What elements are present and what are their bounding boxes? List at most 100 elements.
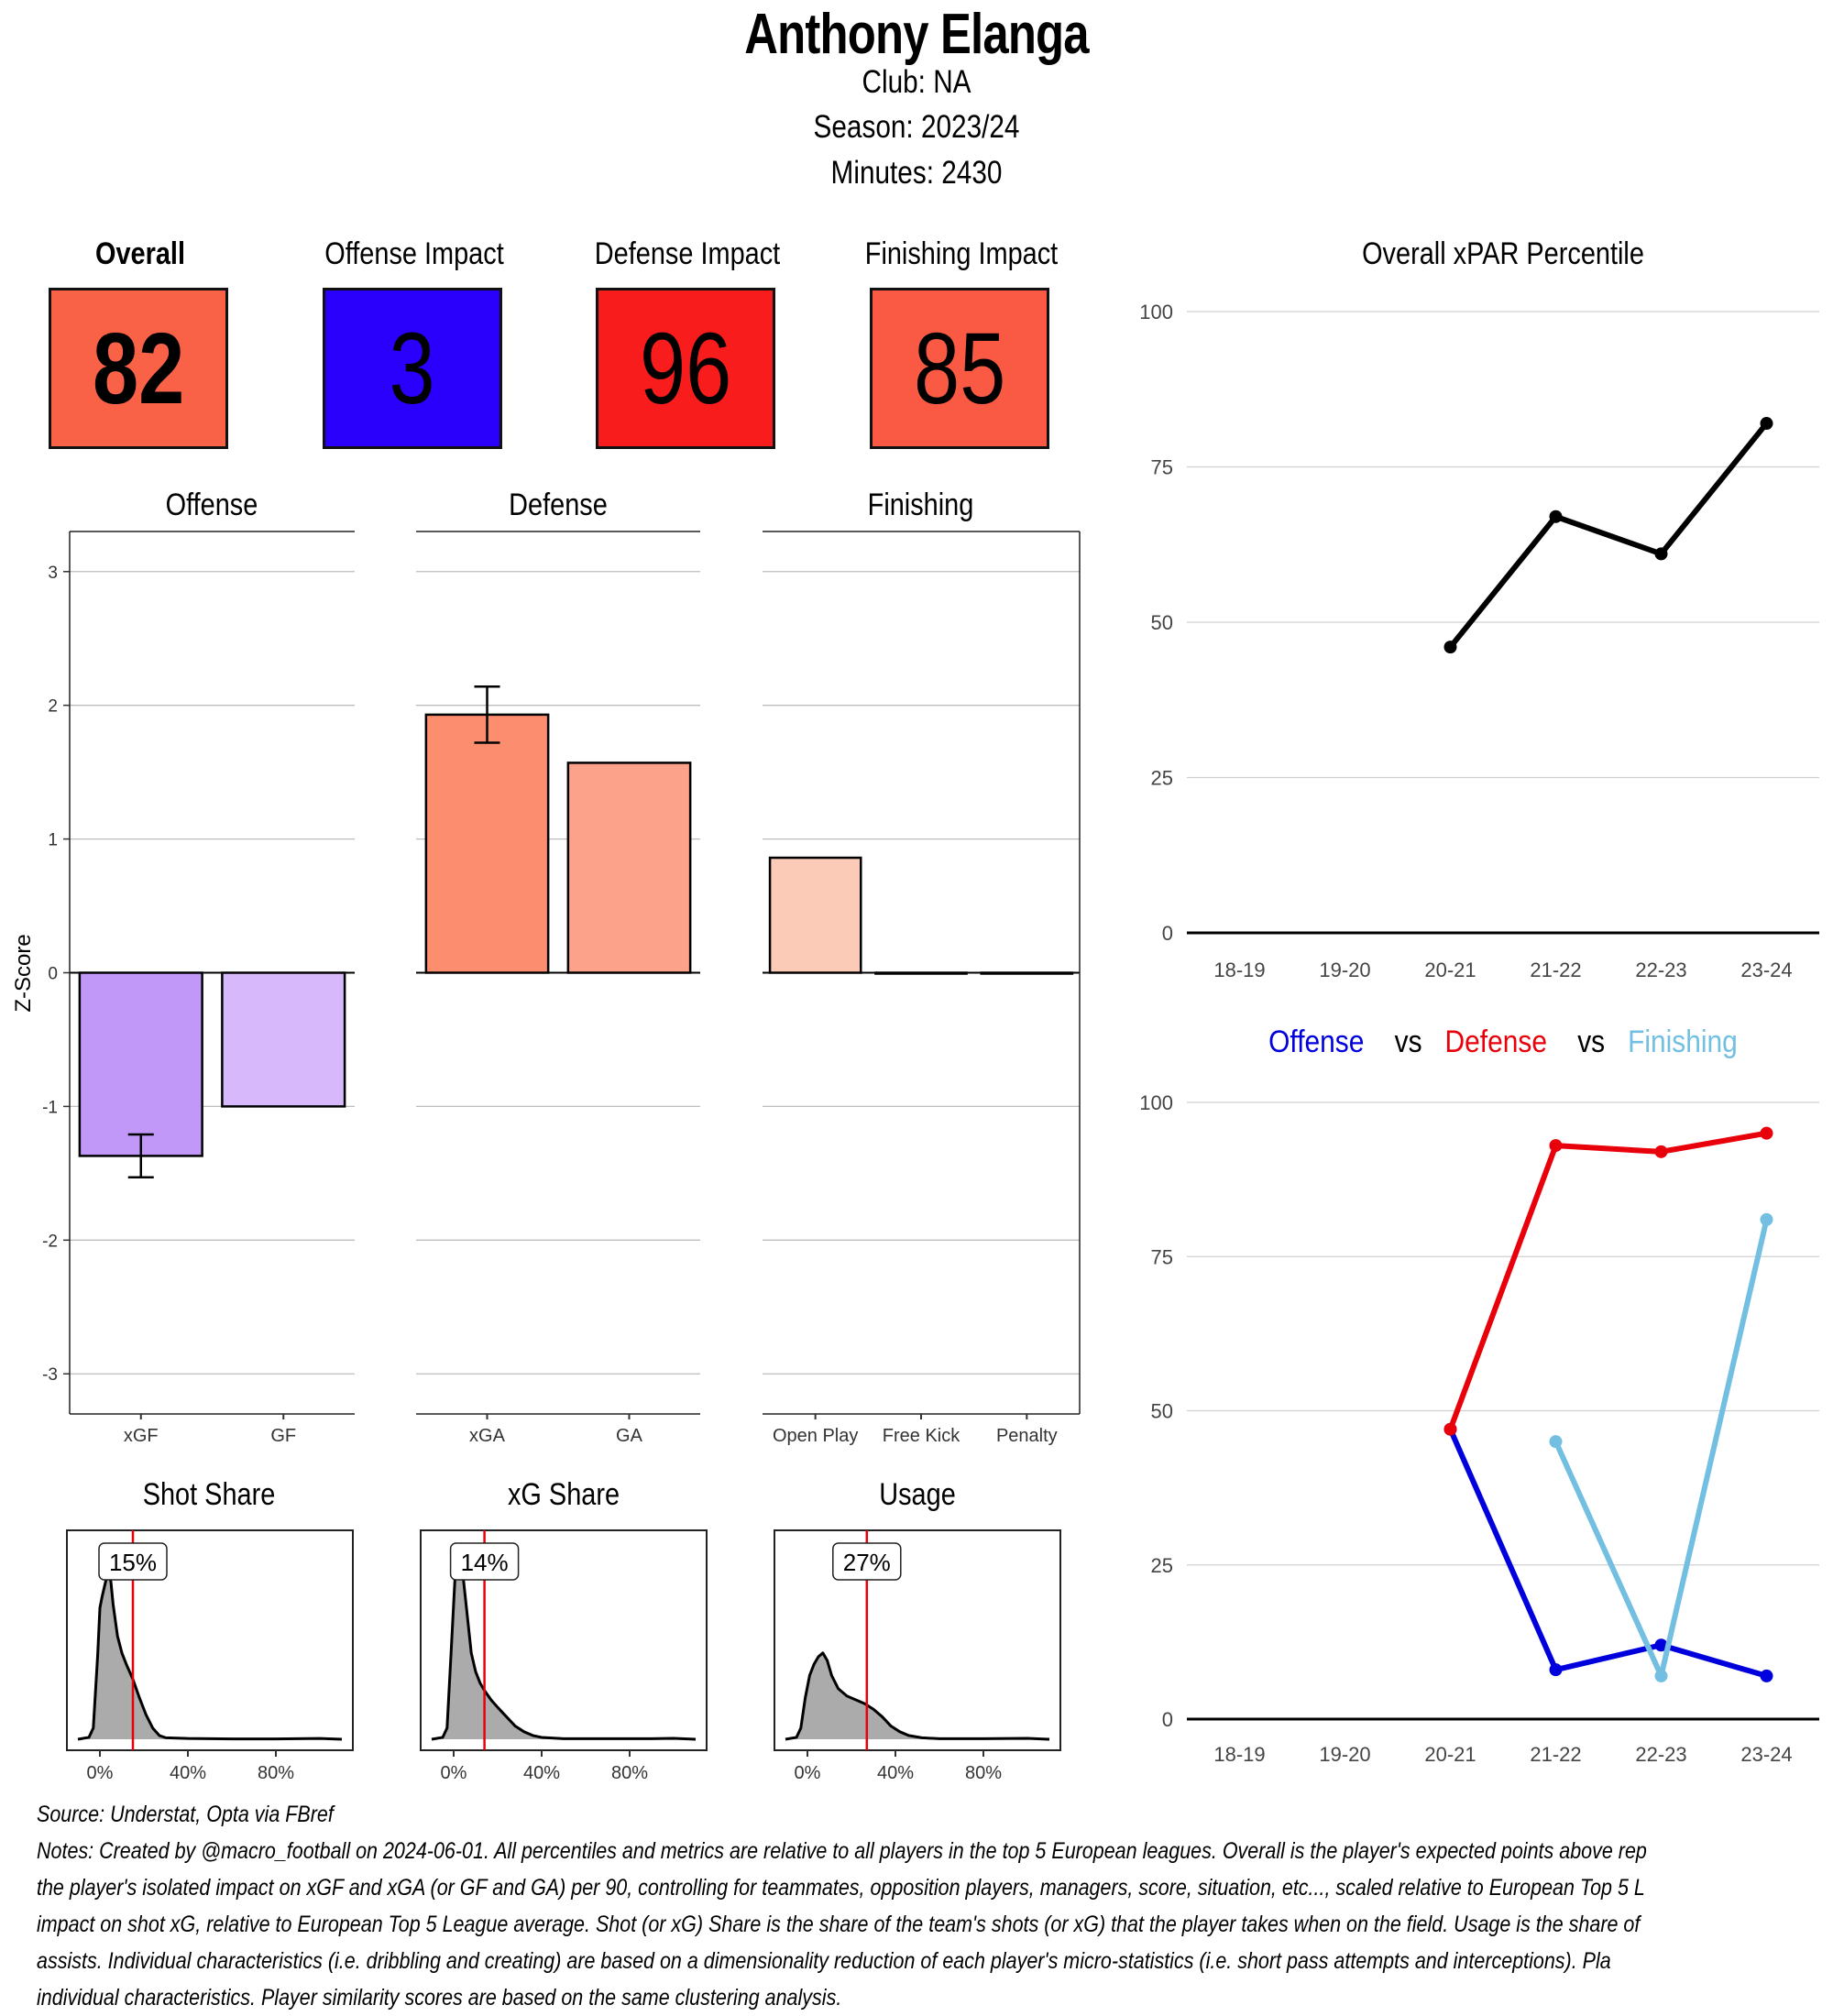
percentile-line-charts: 0 25 50 75 100 18-19 19-20 20-21 21-22 22-23 23-24… <box>1139 301 1819 1766</box>
value-label-box <box>449 1542 520 1581</box>
x-tick-label: 40% <box>877 1763 914 1783</box>
point-offense <box>1549 1663 1563 1677</box>
defense-panel-title: Defense <box>509 488 608 522</box>
x-tick-label: 19-20 <box>1319 1743 1370 1766</box>
usage-title: Usage <box>879 1477 956 1512</box>
bar-gf <box>221 971 346 1108</box>
offense-impact-card: 3 <box>323 288 502 449</box>
x-tick-label: 21-22 <box>1530 959 1581 981</box>
x-tick-label: 18-19 <box>1213 959 1265 981</box>
bar-open-play <box>768 856 862 974</box>
x-tick-label: GF <box>270 1426 296 1446</box>
series-line-finishing <box>1553 1219 1770 1679</box>
x-tick-label: 80% <box>611 1763 648 1783</box>
legend-offense: Offense <box>1268 1024 1365 1059</box>
finishing-panel-title: Finishing <box>867 488 974 522</box>
notes-line-5: individual characteristics. Player simil… <box>37 1985 842 2011</box>
offense-impact-card-title: Offense Impact <box>324 236 504 271</box>
y-tick-label: 75 <box>1151 1245 1173 1268</box>
y-tick-label: 0 <box>1162 1708 1173 1731</box>
notes-line-2: the player's isolated impact on xGF and … <box>37 1875 1645 1901</box>
legend-defense: Defense <box>1444 1024 1547 1059</box>
xg-share-title: xG Share <box>507 1477 620 1512</box>
y-tick-label: 50 <box>1151 1400 1173 1423</box>
value-label: 15% <box>109 1549 157 1576</box>
legend-finishing: Finishing <box>1628 1024 1738 1059</box>
point-defense <box>1443 1422 1457 1436</box>
notes-line-1: Notes: Created by @macro_football on 202… <box>37 1838 1647 1864</box>
minutes-line: Minutes: 2430 <box>830 155 1003 191</box>
x-tick-label: 80% <box>965 1763 1002 1783</box>
offense-impact-value: 3 <box>389 312 436 425</box>
x-tick-label: 20-21 <box>1424 1743 1476 1766</box>
x-tick-label: 40% <box>170 1763 206 1783</box>
defense-impact-value: 96 <box>639 312 732 425</box>
x-tick-label: xGF <box>124 1426 159 1446</box>
finishing-impact-value: 85 <box>913 312 1006 425</box>
x-tick-label: 40% <box>523 1763 560 1783</box>
y-tick-label: -2 <box>42 1232 58 1251</box>
y-tick-label: 0 <box>48 965 58 984</box>
y-tick-label: -1 <box>42 1098 58 1117</box>
point-defense <box>1760 1126 1773 1140</box>
y-axis-label: Z-Score <box>11 934 36 1012</box>
legend-vs-1: vs <box>1394 1024 1422 1059</box>
x-tick-label: 23-24 <box>1740 959 1792 981</box>
x-tick-label: 23-24 <box>1740 1743 1792 1766</box>
y-tick-label: 100 <box>1139 301 1173 323</box>
x-tick-label: 80% <box>258 1763 294 1783</box>
season-line: Season: 2023/24 <box>813 109 1020 145</box>
club-line: Club: NA <box>862 64 971 100</box>
overall-card-title: Overall <box>94 236 186 271</box>
offense-panel-title: Offense <box>165 488 258 522</box>
value-label-box <box>98 1542 168 1581</box>
value-label: 27% <box>843 1549 891 1576</box>
ovd-chart-title: Offense vs Defense vs Finishing <box>1221 1024 1785 1060</box>
density-curve <box>77 1572 343 1741</box>
bar-xgf <box>78 971 203 1157</box>
bar-penalty <box>980 971 1074 975</box>
series-line-overall <box>1448 422 1769 650</box>
x-tick-label: 19-20 <box>1319 959 1370 981</box>
legend-vs-2: vs <box>1577 1024 1606 1059</box>
series-line-defense <box>1447 1130 1768 1430</box>
value-label-box <box>832 1542 902 1581</box>
value-label: 14% <box>461 1549 509 1576</box>
finishing-impact-card-title: Finishing Impact <box>864 236 1059 271</box>
series-line-offense <box>1447 1428 1768 1679</box>
y-tick-label: 25 <box>1151 1554 1173 1577</box>
y-tick-label: 75 <box>1151 456 1173 479</box>
shot-share-title: Shot Share <box>142 1477 276 1512</box>
x-tick-label: 20-21 <box>1424 959 1476 981</box>
notes-line-3: impact on shot xG, relative to European … <box>37 1912 1641 1937</box>
point-offense <box>1760 1669 1773 1682</box>
y-tick-label: 2 <box>48 697 58 717</box>
point-overall <box>1760 417 1773 431</box>
bar-ga <box>566 761 692 974</box>
y-tick-label: -3 <box>42 1365 58 1385</box>
x-tick-label: 22-23 <box>1635 1743 1686 1766</box>
point-overall <box>1654 547 1668 561</box>
overall-score-card: 82 <box>49 288 228 449</box>
x-tick-label: 0% <box>795 1763 821 1783</box>
finishing-impact-card: 85 <box>870 288 1049 449</box>
y-tick-label: 3 <box>48 564 58 583</box>
x-tick-label: 18-19 <box>1213 1743 1265 1766</box>
point-overall <box>1549 509 1563 523</box>
x-tick-label: Free Kick <box>883 1426 960 1446</box>
y-tick-label: 100 <box>1139 1091 1173 1114</box>
point-finishing <box>1654 1669 1668 1682</box>
x-tick-label: Open Play <box>773 1426 858 1446</box>
point-defense <box>1549 1139 1563 1153</box>
point-offense <box>1654 1638 1668 1652</box>
y-tick-label: 25 <box>1151 767 1173 790</box>
bar-xga <box>424 713 550 974</box>
density-area <box>785 1652 1049 1739</box>
point-defense <box>1654 1145 1668 1158</box>
xpar-chart-title: Overall xPAR Percentile <box>1362 236 1644 271</box>
y-tick-label: 1 <box>48 831 58 850</box>
bar-free-kick <box>874 971 968 975</box>
x-tick-label: 0% <box>441 1763 467 1783</box>
z-score-bar-charts: -3 -2 -1 0 1 2 3 xGF GF xGA GA Open Play Free Kick Pe… <box>11 531 1081 1446</box>
defense-impact-card: 96 <box>596 288 775 449</box>
